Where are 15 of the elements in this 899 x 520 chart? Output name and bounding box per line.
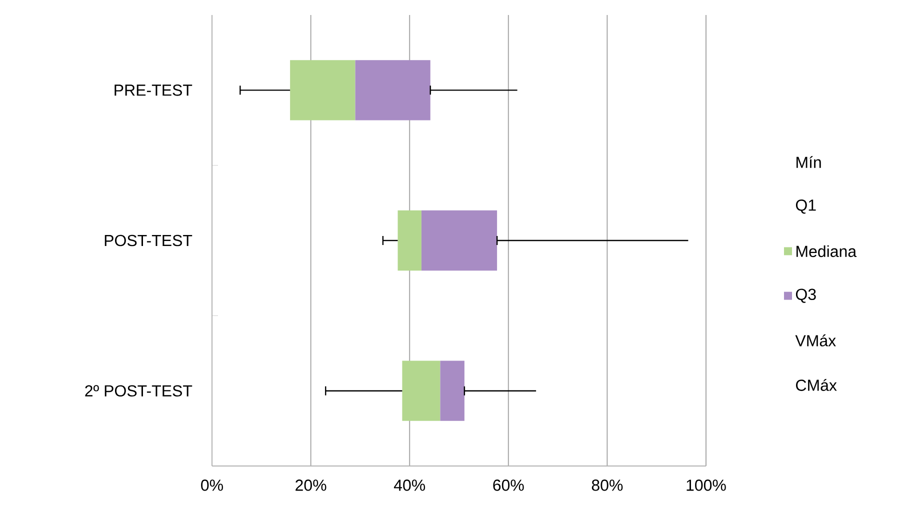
- legend-label: Mediana: [796, 245, 857, 258]
- text: Mín: [796, 156, 821, 168]
- text: Q1: [796, 200, 816, 214]
- x-tick-label: 60%: [493, 480, 524, 491]
- y-tick-label: 2º POST-TEST: [85, 385, 192, 397]
- legend-label: Q3: [796, 288, 816, 303]
- text: CMáx: [796, 379, 837, 391]
- text: VMáx: [795, 334, 836, 346]
- x-tick-label: 0%: [201, 480, 223, 491]
- x-tick-label: 40%: [394, 480, 426, 491]
- y-tick-label: POST-TEST: [104, 234, 192, 246]
- y-tick-label: PRE-TEST: [114, 84, 192, 96]
- x-tick-label: 80%: [592, 480, 623, 491]
- x-tick-label: 100%: [686, 480, 726, 491]
- x-tick-label: 20%: [296, 480, 326, 491]
